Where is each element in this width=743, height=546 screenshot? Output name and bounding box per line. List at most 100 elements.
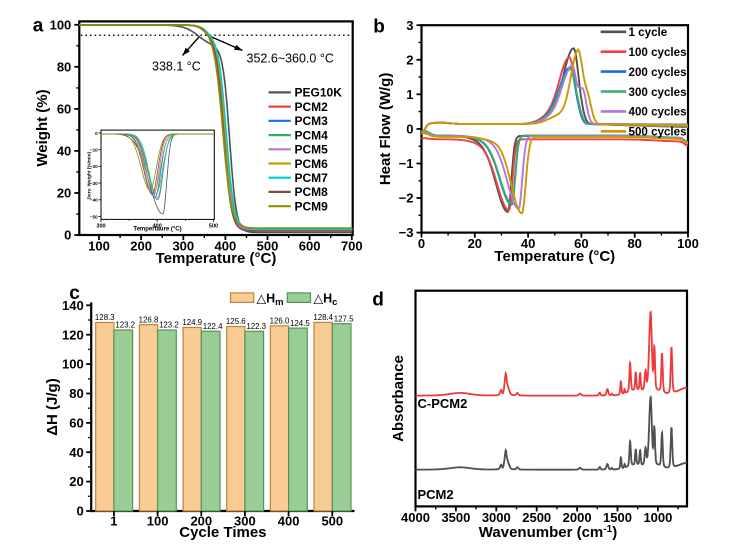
svg-text:1: 1	[110, 514, 117, 529]
svg-text:1 cycle: 1 cycle	[629, 26, 668, 39]
svg-text:126.8: 126.8	[139, 315, 159, 324]
svg-text:80: 80	[57, 59, 71, 74]
svg-text:2000: 2000	[563, 510, 592, 525]
svg-text:Temperature (°C): Temperature (°C)	[494, 248, 615, 265]
svg-text:PCM6: PCM6	[295, 157, 329, 171]
svg-text:127.5: 127.5	[334, 314, 354, 323]
svg-text:300 cycles: 300 cycles	[629, 86, 687, 99]
svg-text:4000: 4000	[401, 510, 430, 525]
svg-text:124.5: 124.5	[290, 319, 310, 328]
svg-text:Absorbance: Absorbance	[390, 355, 407, 442]
svg-text:2500: 2500	[522, 510, 551, 525]
svg-text:Heat Flow (W/g): Heat Flow (W/g)	[377, 73, 394, 186]
svg-text:600: 600	[299, 239, 321, 254]
svg-text:0: 0	[64, 228, 71, 243]
svg-text:−20: −20	[90, 164, 98, 169]
svg-text:40: 40	[69, 445, 83, 460]
svg-text:Tempertaure (°C): Tempertaure (°C)	[133, 227, 181, 233]
svg-text:C-PCM2: C-PCM2	[418, 396, 468, 411]
svg-text:3000: 3000	[482, 510, 511, 525]
svg-text:−50: −50	[90, 214, 98, 219]
svg-text:Wavenumber (cm-1): Wavenumber (cm-1)	[479, 524, 617, 541]
svg-text:PCM4: PCM4	[295, 128, 329, 142]
svg-text:−30: −30	[90, 181, 98, 186]
svg-text:200 cycles: 200 cycles	[629, 66, 687, 79]
svg-text:20: 20	[468, 236, 482, 251]
svg-text:60: 60	[69, 416, 83, 431]
svg-text:500: 500	[321, 514, 343, 529]
svg-text:60: 60	[57, 102, 71, 117]
svg-text:100: 100	[677, 236, 699, 251]
svg-text:300: 300	[234, 514, 256, 529]
svg-text:PCM2: PCM2	[295, 100, 329, 114]
svg-text:40: 40	[57, 144, 71, 159]
svg-text:PEG10K: PEG10K	[295, 86, 343, 100]
svg-text:500: 500	[257, 239, 279, 254]
svg-text:PCM3: PCM3	[295, 114, 329, 128]
svg-text:20: 20	[57, 186, 71, 201]
svg-text:200: 200	[190, 514, 212, 529]
svg-text:a: a	[33, 16, 44, 37]
svg-text:b: b	[373, 17, 385, 38]
svg-text:400: 400	[153, 223, 162, 229]
svg-text:128.4: 128.4	[313, 313, 333, 322]
svg-text:−3: −3	[399, 225, 414, 240]
svg-text:100: 100	[62, 357, 84, 372]
svg-text:△Hm: △Hm	[257, 291, 284, 308]
svg-text:40: 40	[521, 236, 535, 251]
svg-text:−10: −10	[90, 148, 98, 153]
svg-text:PCM5: PCM5	[295, 143, 329, 157]
svg-text:0: 0	[95, 131, 98, 136]
svg-text:80: 80	[627, 236, 641, 251]
svg-text:123.2: 123.2	[115, 321, 135, 330]
svg-text:126.0: 126.0	[270, 317, 290, 326]
svg-text:△Hc: △Hc	[314, 291, 338, 308]
svg-text:1: 1	[406, 87, 413, 102]
svg-text:20: 20	[69, 474, 83, 489]
svg-text:125.6: 125.6	[226, 317, 246, 326]
svg-text:0: 0	[418, 236, 425, 251]
svg-text:400 cycles: 400 cycles	[629, 106, 687, 119]
svg-text:PCM7: PCM7	[295, 171, 329, 185]
svg-text:ΔH (J/g): ΔH (J/g)	[44, 378, 61, 435]
svg-text:−1: −1	[399, 156, 414, 171]
svg-text:500 cycles: 500 cycles	[629, 126, 687, 139]
svg-text:−2: −2	[399, 191, 414, 206]
svg-text:122.4: 122.4	[203, 322, 223, 331]
svg-text:124.9: 124.9	[182, 318, 202, 327]
svg-text:400: 400	[278, 514, 300, 529]
svg-text:100 cycles: 100 cycles	[629, 46, 687, 59]
svg-text:123.2: 123.2	[159, 321, 179, 330]
svg-text:PCM2: PCM2	[418, 487, 454, 502]
svg-text:100: 100	[88, 239, 110, 254]
svg-text:Derv. Weight (%/min): Derv. Weight (%/min)	[87, 152, 93, 200]
svg-text:3: 3	[406, 18, 413, 33]
svg-text:120: 120	[62, 327, 84, 342]
svg-text:Cycle Times: Cycle Times	[179, 524, 266, 541]
svg-text:2: 2	[406, 52, 413, 67]
svg-text:700: 700	[341, 239, 363, 254]
svg-text:c: c	[69, 283, 80, 304]
svg-text:d: d	[372, 290, 384, 311]
svg-text:Weight (%): Weight (%)	[34, 89, 51, 166]
svg-text:Temperature (°C): Temperature (°C)	[156, 250, 277, 267]
svg-text:100: 100	[147, 514, 169, 529]
svg-text:60: 60	[574, 236, 588, 251]
svg-text:128.3: 128.3	[95, 313, 115, 322]
svg-text:1500: 1500	[603, 510, 632, 525]
svg-text:100: 100	[50, 17, 72, 32]
svg-text:338.1 °C: 338.1 °C	[152, 60, 201, 74]
svg-text:300: 300	[96, 223, 105, 229]
svg-text:PCM9: PCM9	[295, 200, 329, 214]
svg-text:300: 300	[172, 239, 194, 254]
svg-text:0: 0	[406, 122, 413, 137]
svg-text:−40: −40	[90, 198, 98, 203]
svg-text:140: 140	[62, 298, 84, 313]
svg-text:3500: 3500	[441, 510, 470, 525]
svg-text:400: 400	[215, 239, 237, 254]
svg-text:PCM8: PCM8	[295, 185, 329, 199]
svg-text:122.3: 122.3	[246, 322, 266, 331]
svg-text:80: 80	[69, 386, 83, 401]
svg-text:0: 0	[76, 504, 83, 519]
svg-text:200: 200	[130, 239, 152, 254]
